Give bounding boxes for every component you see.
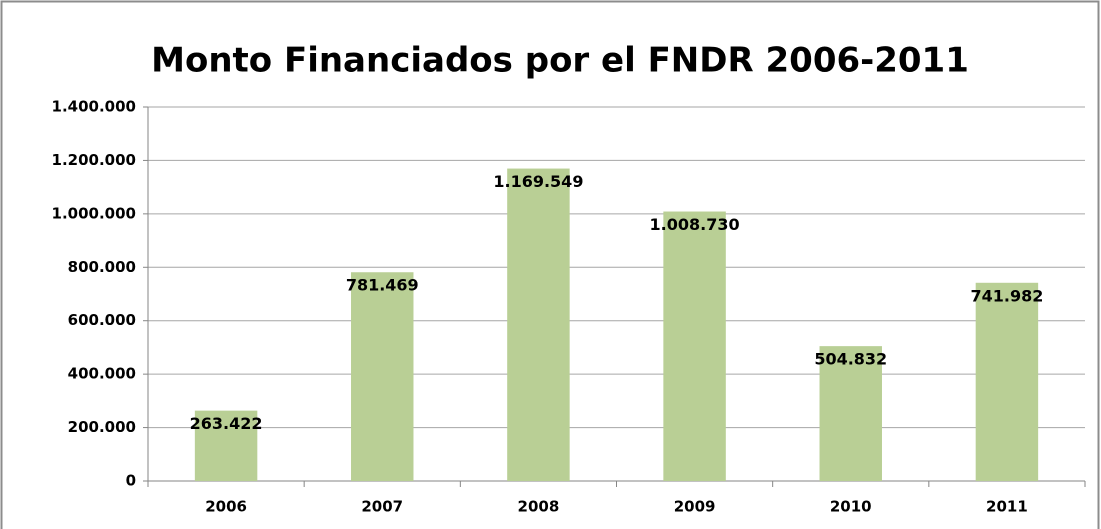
bar xyxy=(819,346,882,481)
bar xyxy=(975,282,1039,481)
data-label: 741.982 xyxy=(970,286,1043,305)
y-tick-label: 1.400.000 xyxy=(52,98,136,116)
bar xyxy=(351,272,414,481)
bar xyxy=(663,211,726,482)
y-tick-label: 200.000 xyxy=(68,418,136,436)
y-tick-label: 800.000 xyxy=(68,258,136,276)
x-tick-label: 2010 xyxy=(830,498,872,516)
chart-title: Monto Financiados por el FNDR 2006-2011 xyxy=(151,41,969,81)
y-tick-label: 1.200.000 xyxy=(52,151,136,169)
data-label: 263.422 xyxy=(190,414,263,433)
data-label: 1.169.549 xyxy=(493,172,583,191)
x-tick-label: 2011 xyxy=(986,498,1028,516)
y-tick-label: 1.000.000 xyxy=(52,204,136,222)
y-tick-label: 400.000 xyxy=(68,365,136,383)
bar xyxy=(194,410,258,481)
y-tick-label: 600.000 xyxy=(68,311,136,329)
x-tick-label: 2008 xyxy=(518,498,560,516)
data-label: 781.469 xyxy=(346,276,419,295)
data-label: 504.832 xyxy=(814,350,887,369)
bar xyxy=(507,168,570,481)
x-tick-label: 2006 xyxy=(205,498,247,516)
y-tick-label: 0 xyxy=(126,472,136,490)
x-tick-label: 2009 xyxy=(674,498,716,516)
data-label: 1.008.730 xyxy=(650,215,740,234)
x-tick-label: 2007 xyxy=(361,498,403,516)
